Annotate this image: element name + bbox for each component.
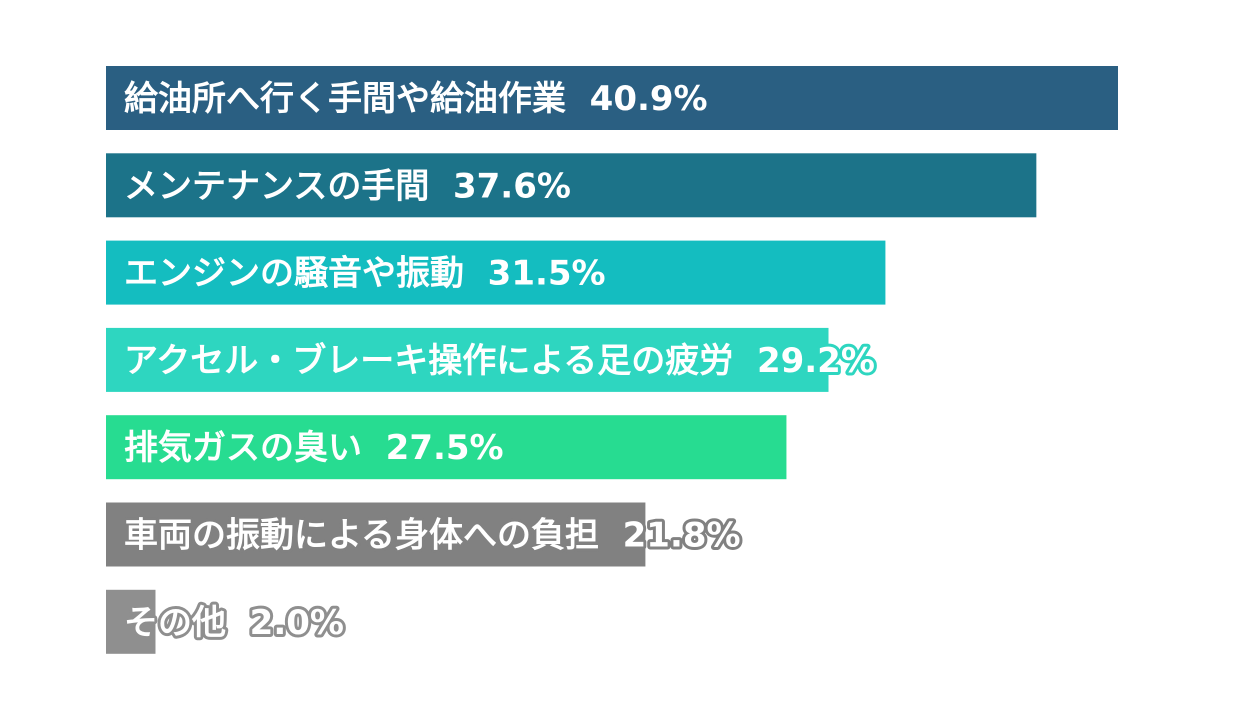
bar-label-3: エンジンの騒音や振動 31.5%: [124, 254, 606, 294]
bar-2: [106, 153, 1037, 218]
labels-group: 給油所へ行く手間や給油作業 40.9% メンテナンスの手間 37.6% エンジンの騒…: [121, 79, 878, 646]
bar-label-5: 排気ガスの臭い 27.5%: [124, 428, 504, 468]
bar-label-4: アクセル・ブレーキ操作による足の疲労 29.2%: [124, 341, 875, 381]
bar-label-6: 車両の振動による身体への負担 21.8%: [124, 516, 741, 556]
bar-label-2: メンテナンスの手間 37.6%: [124, 166, 571, 206]
bar-5: [106, 415, 787, 480]
bar-7: [106, 589, 156, 654]
bars-group: [106, 66, 1118, 654]
bar-3: [106, 240, 886, 305]
bar-4: [106, 327, 829, 392]
bar-label-1: 給油所へ行く手間や給油作業 40.9%: [124, 79, 708, 119]
bar-1: [106, 66, 1118, 130]
bar-label-7: その他 2.0%: [124, 603, 344, 643]
bar-6: [106, 502, 646, 567]
